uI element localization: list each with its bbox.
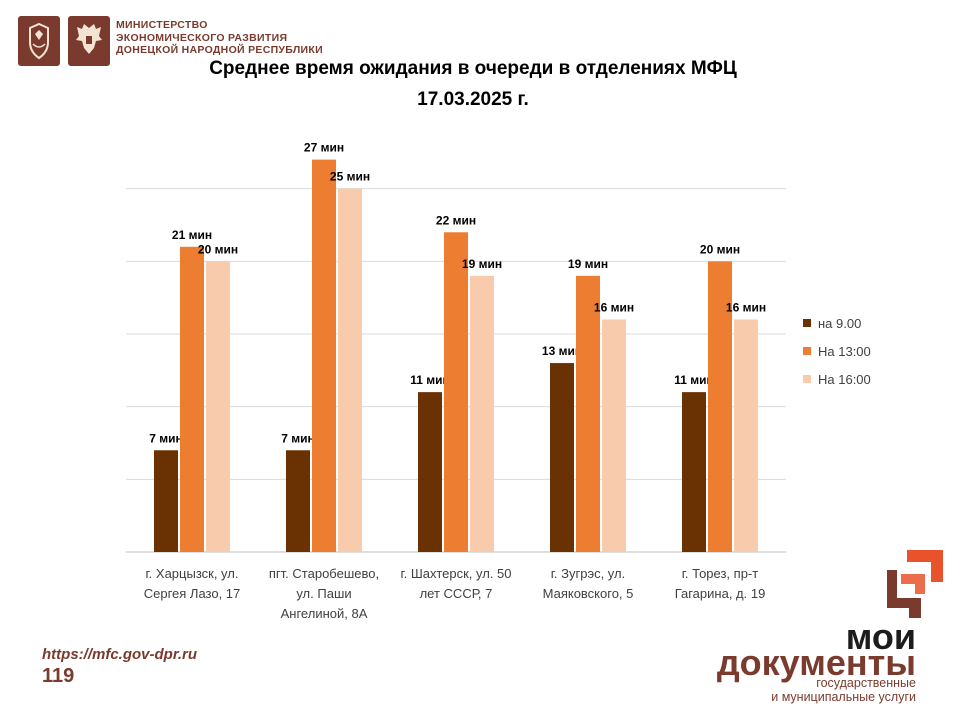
legend-item-9: на 9.00 (803, 309, 871, 337)
category-label: Сергея Лазо, 17 (144, 586, 241, 601)
ministry-line-2: ЭКОНОМИЧЕСКОГО РАЗВИТИЯ (116, 31, 288, 44)
data-label: 19 мин (568, 257, 608, 271)
data-label: 21 мин (172, 228, 212, 242)
data-label: 11 мин (410, 373, 450, 387)
data-label: 25 мин (330, 170, 370, 184)
chart-title-line-2: 17.03.2025 г. (417, 89, 529, 110)
ministry-line-1: МИНИСТЕРСТВО (116, 19, 208, 31)
data-label: 7 мин (149, 431, 183, 445)
category-label: г. Торез, пр-т (682, 566, 758, 581)
bar (682, 392, 706, 552)
category-label: г. Шахтерск, ул. 50 (400, 566, 511, 581)
legend-swatch (803, 375, 811, 383)
double-headed-eagle-icon (68, 16, 110, 66)
logo-text-dokumenty: документы (716, 642, 916, 683)
legend-swatch (803, 319, 811, 327)
category-label: лет СССР, 7 (420, 586, 493, 601)
legend-label: На 13:00 (818, 343, 871, 359)
data-label: 13 мин (542, 344, 582, 358)
legend-swatch (803, 347, 811, 355)
page-number: 119 (42, 665, 75, 687)
bar (286, 450, 310, 552)
bar (602, 319, 626, 552)
category-label: пгт. Старобешево, (269, 566, 379, 581)
data-label: 20 мин (198, 242, 238, 256)
bar (338, 188, 362, 552)
category-label: г. Харцызск, ул. (146, 566, 239, 581)
data-label: 7 мин (281, 431, 315, 445)
bar (180, 246, 204, 553)
chart-title-line-1: Среднее время ожидания в очереди в отдел… (209, 58, 737, 79)
category-label: Маяковского, 5 (543, 586, 634, 601)
footer-url: https://mfc.gov-dpr.ru (42, 646, 197, 663)
category-label: г. Зугрэс, ул. (551, 566, 625, 581)
category-label: ул. Паши (296, 586, 351, 601)
data-label: 11 мин (674, 373, 714, 387)
data-label: 27 мин (304, 141, 344, 155)
bar (206, 261, 230, 552)
data-label: 22 мин (436, 213, 476, 227)
bar (734, 319, 758, 552)
bar (576, 275, 600, 552)
bar (154, 450, 178, 552)
data-label: 20 мин (700, 242, 740, 256)
bar (418, 392, 442, 552)
bar (550, 363, 574, 552)
bar (708, 261, 732, 552)
logo-subtitle-2: и муниципальные услуги (771, 690, 916, 704)
legend-item-13: На 13:00 (803, 337, 871, 365)
bar (470, 275, 494, 552)
data-label: 16 мин (726, 300, 766, 314)
data-label: 16 мин (594, 300, 634, 314)
coat-of-arms-icon (18, 16, 60, 66)
bar (312, 159, 336, 552)
ministry-name: МИНИСТЕРСТВО ЭКОНОМИЧЕСКОГО РАЗВИТИЯ ДОН… (116, 19, 323, 57)
bar (444, 232, 468, 552)
logo-subtitle-1: государственные (816, 676, 916, 690)
category-label: Ангелиной, 8А (281, 606, 368, 621)
category-label: Гагарина, д. 19 (675, 586, 766, 601)
chart-legend: на 9.00 На 13:00 На 16:00 (803, 309, 871, 393)
data-label: 19 мин (462, 257, 502, 271)
legend-item-16: На 16:00 (803, 365, 871, 393)
legend-label: на 9.00 (818, 315, 862, 331)
ministry-line-3: ДОНЕЦКОЙ НАРОДНОЙ РЕСПУБЛИКИ (116, 44, 323, 56)
moi-dokumenty-logo-icon (887, 550, 943, 618)
legend-label: На 16:00 (818, 371, 871, 387)
logo-text-moi: мои (845, 616, 916, 657)
